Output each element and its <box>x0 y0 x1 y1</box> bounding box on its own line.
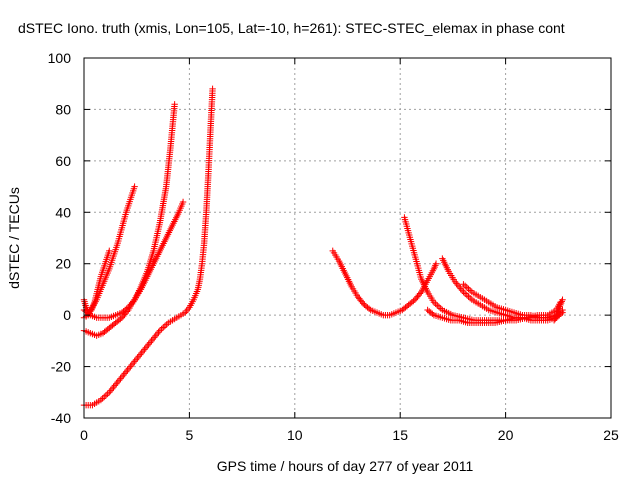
data-point <box>429 310 436 318</box>
y-tick-label: 40 <box>55 204 71 220</box>
data-point <box>432 260 440 267</box>
y-tick-label: 0 <box>63 307 71 323</box>
x-axis-label: GPS time / hours of day 277 of year 2011 <box>217 458 474 474</box>
data-point <box>179 198 187 206</box>
data-point <box>559 296 566 303</box>
series-5 <box>80 85 216 409</box>
data-point <box>551 315 559 323</box>
plot-frame <box>83 57 612 419</box>
x-tick-label: 5 <box>186 427 194 443</box>
series-6 <box>329 247 440 319</box>
x-tick-label: 15 <box>392 427 408 443</box>
series-2 <box>80 183 138 321</box>
data-point <box>416 290 424 297</box>
data-point <box>123 308 131 315</box>
data-point <box>85 310 92 318</box>
y-tick-label: 20 <box>55 256 71 272</box>
data-point <box>171 101 178 108</box>
x-tick-label: 20 <box>498 427 514 443</box>
axes: 0 5 10 15 20 25 -40 -20 0 20 40 60 80 100 <box>48 50 619 443</box>
y-tick-label: -20 <box>51 359 71 375</box>
y-tick-label: 80 <box>55 101 71 117</box>
x-tick-label: 25 <box>603 427 619 443</box>
data-point <box>410 297 417 305</box>
y-tick-label: 100 <box>48 50 72 66</box>
series-10 <box>424 306 562 327</box>
y-axis-label: dSTEC / TECUs <box>6 187 22 289</box>
data-point <box>117 315 124 323</box>
data-point <box>131 183 138 190</box>
data-point <box>106 247 113 255</box>
data-point <box>359 300 367 307</box>
grid <box>84 58 611 418</box>
y-tick-label: 60 <box>55 153 71 169</box>
data-point <box>365 305 373 312</box>
x-tick-label: 0 <box>80 427 88 443</box>
data-point <box>209 85 216 93</box>
series-11 <box>550 296 566 324</box>
x-tick-label: 10 <box>287 427 303 443</box>
y-tick-label: -40 <box>51 410 71 426</box>
chart-title: dSTEC Iono. truth (xmis, Lon=105, Lat=-1… <box>18 20 565 36</box>
